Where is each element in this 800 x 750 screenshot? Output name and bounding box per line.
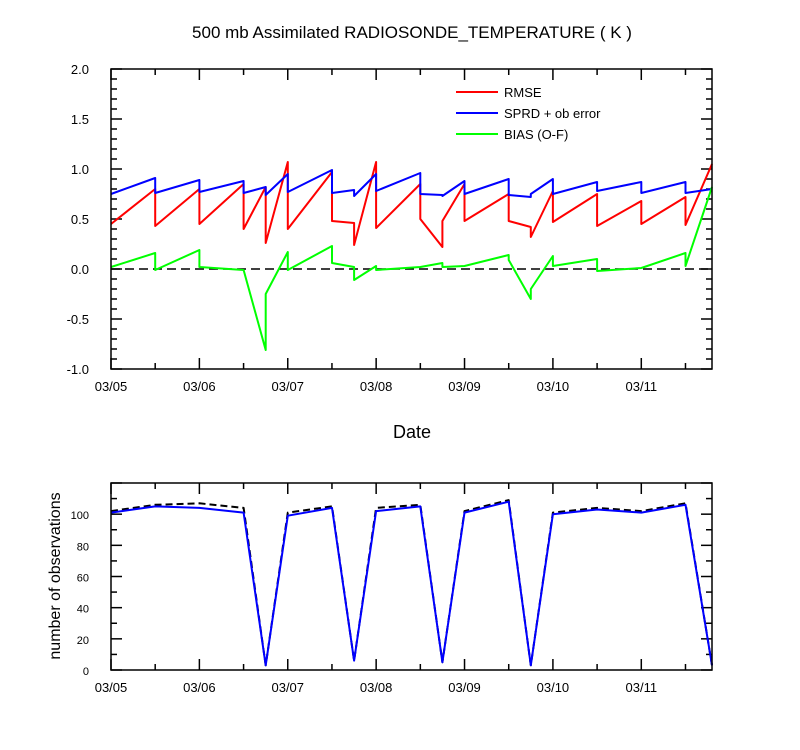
x-tick-label: 03/05 xyxy=(95,680,128,695)
x-tick-label: 03/07 xyxy=(271,379,304,394)
series-line-bias-o-f xyxy=(110,186,713,351)
x-tick-label: 03/08 xyxy=(360,379,393,394)
bottom-plot-frame xyxy=(110,482,713,671)
x-tick-label: 03/09 xyxy=(448,680,481,695)
x-tick-label: 03/10 xyxy=(537,680,570,695)
legend-label: SPRD + ob error xyxy=(504,106,601,121)
y-tick-label: -0.5 xyxy=(67,312,89,327)
y-tick-label: 0.0 xyxy=(71,262,89,277)
y-tick-label: 100 xyxy=(71,510,89,522)
legend-label: RMSE xyxy=(504,85,542,100)
y-tick-label: 1.0 xyxy=(71,162,89,177)
series-line-sprd-ob-error xyxy=(110,169,713,198)
chart-title: 500 mb Assimilated RADIOSONDE_TEMPERATUR… xyxy=(192,23,632,42)
series-line-rmse xyxy=(110,161,713,248)
y-tick-label: 0 xyxy=(83,666,89,678)
series-line-observations-assimilated xyxy=(110,500,713,667)
x-tick-label: 03/11 xyxy=(626,379,658,394)
x-tick-label: 03/05 xyxy=(95,379,128,394)
x-axis-label: Date xyxy=(393,422,431,442)
series-line-observations-possible xyxy=(110,499,713,667)
y-axis-label-observations: number of observations xyxy=(47,492,64,659)
y-tick-label: 60 xyxy=(77,573,89,585)
y-tick-label: 1.5 xyxy=(71,112,89,127)
top-plot-frame xyxy=(110,68,713,370)
y-tick-label: 80 xyxy=(77,541,89,553)
x-tick-label: 03/06 xyxy=(183,680,216,695)
x-tick-label: 03/06 xyxy=(183,379,216,394)
bottom-plot: 03/05 03/06 03/07 03/08 03/09 03/10 03/11 0 20 40… xyxy=(71,482,713,695)
x-tick-label: 03/10 xyxy=(537,379,570,394)
y-tick-label: 20 xyxy=(77,635,89,647)
x-tick-label: 03/11 xyxy=(626,680,658,695)
legend-label: BIAS (O-F) xyxy=(504,127,568,142)
x-tick-label: 03/08 xyxy=(360,680,393,695)
x-tick-label: 03/09 xyxy=(448,379,481,394)
top-plot: 03/05 03/06 03/07 03/08 03/09 03/10 03/11 -1.0 -… xyxy=(67,62,713,394)
y-tick-label: -1.0 xyxy=(67,362,89,377)
y-tick-label: 0.5 xyxy=(71,212,89,227)
y-tick-label: 40 xyxy=(77,604,89,616)
y-tick-label: 2.0 xyxy=(71,62,89,77)
x-tick-label: 03/07 xyxy=(271,680,304,695)
legend: RMSE SPRD + ob error BIAS (O-F) xyxy=(456,85,601,142)
